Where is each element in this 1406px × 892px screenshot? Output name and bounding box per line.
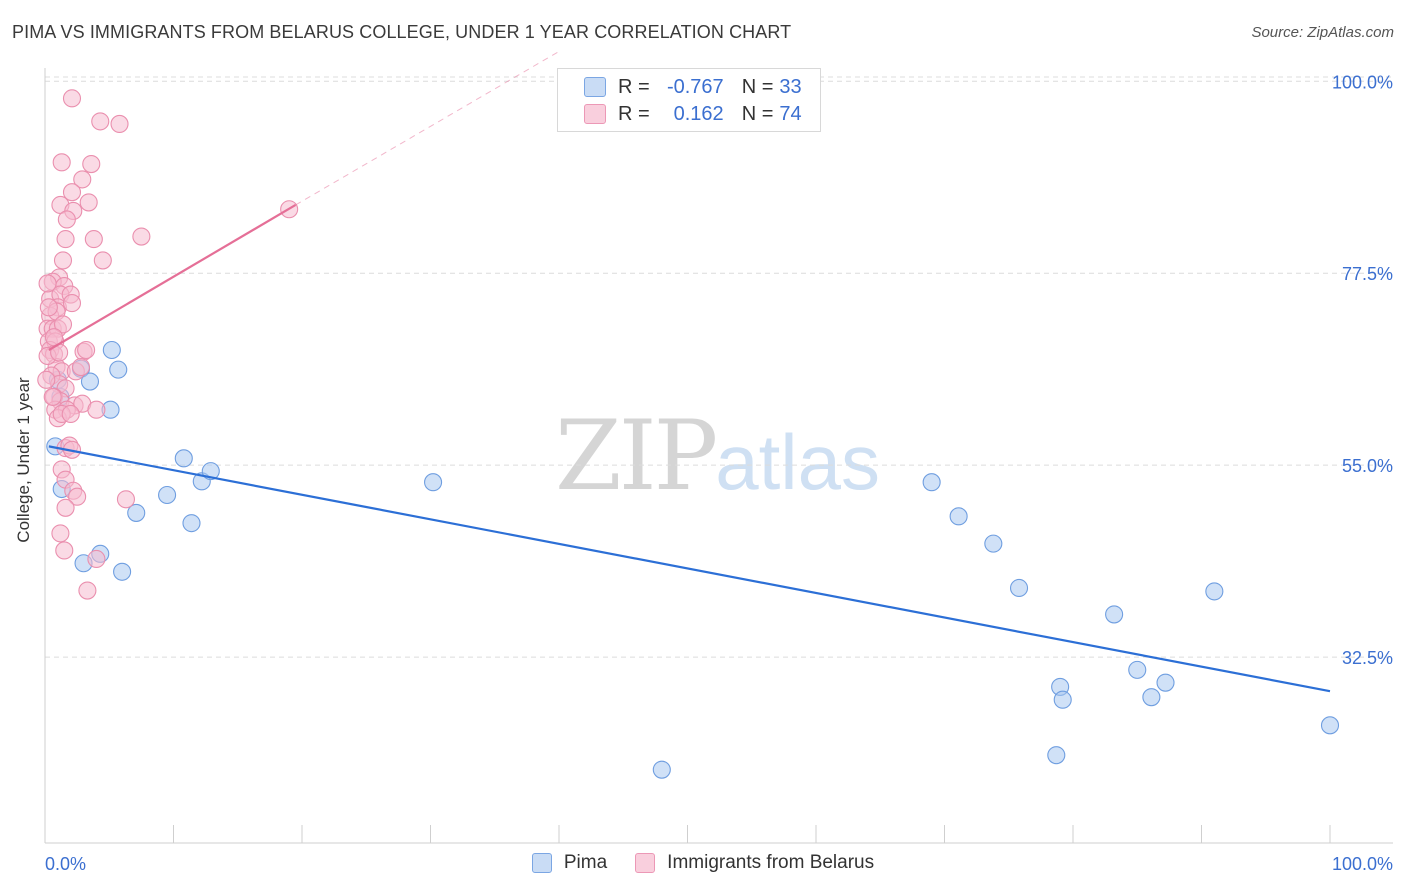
belarus-point [51, 524, 70, 543]
pima-legend-label: Pima [563, 852, 608, 873]
source-credit: Source: ZipAtlas.com [1251, 24, 1394, 41]
pima-point [1156, 673, 1175, 692]
belarus-trend-line [48, 204, 297, 351]
legend-item-pima[interactable]: Pima [531, 852, 608, 874]
belarus-n-value: 74 [779, 102, 802, 125]
pima-point [984, 534, 1003, 553]
belarus-point [55, 541, 74, 560]
belarus-point [93, 251, 112, 270]
watermark-zip: ZIP [555, 400, 718, 512]
belarus-n-label: N = [741, 102, 774, 125]
belarus-point [62, 183, 82, 202]
belarus-point [56, 230, 75, 249]
belarus-point [37, 370, 56, 389]
belarus-point [39, 298, 58, 317]
belarus-point [87, 400, 106, 419]
y-tick-label: 55.0% [1342, 456, 1393, 476]
legend-item-belarus[interactable]: Immigrants from Belarus [635, 852, 874, 874]
pima-point [1128, 660, 1147, 679]
pima-point [182, 514, 201, 533]
pima-point [1053, 690, 1072, 709]
pima-point [1205, 582, 1224, 601]
pima-point [158, 485, 177, 505]
pima-point [922, 473, 941, 492]
belarus-point [53, 251, 73, 270]
belarus-legend-swatch [635, 853, 656, 873]
belarus-point [77, 340, 96, 360]
belarus-point [78, 581, 97, 600]
belarus-point [62, 89, 82, 108]
belarus-point [62, 294, 82, 313]
pima-point [102, 340, 121, 360]
belarus-point [84, 230, 103, 249]
y-tick-label: 100.0% [1332, 72, 1393, 92]
pima-legend-swatch [531, 853, 552, 873]
pima-n-value: 33 [779, 75, 802, 98]
series-legend: Pima Immigrants from Belarus [0, 852, 1406, 874]
belarus-point [87, 549, 106, 569]
y-tick-label: 77.5% [1342, 264, 1393, 284]
correlation-legend: R = -0.767 N = 33 R = 0.162 N = 74 [557, 68, 821, 132]
watermark: ZIPatlas [555, 400, 880, 512]
pima-trend-line [48, 445, 1331, 693]
belarus-point [57, 210, 76, 229]
belarus-point [53, 315, 73, 334]
x-tick-label: 100.0% [1332, 854, 1393, 874]
pima-point [1320, 716, 1340, 735]
belarus-point [52, 153, 71, 172]
pima-point [1047, 746, 1066, 765]
belarus-point [56, 498, 75, 517]
belarus-legend-label: Immigrants from Belarus [667, 852, 875, 873]
pima-point [652, 760, 671, 779]
y-tick-label: 32.5% [1342, 648, 1393, 668]
watermark-atlas: atlas [715, 418, 880, 506]
pima-point [174, 449, 193, 468]
belarus-trend-extension [295, 51, 560, 206]
belarus-r-value: 0.162 [673, 102, 724, 125]
belarus-point [71, 358, 91, 377]
pima-n-label: N = [741, 75, 774, 98]
pima-point [1009, 578, 1029, 598]
belarus-point [91, 112, 110, 131]
pima-point [113, 562, 132, 581]
pima-point [201, 462, 220, 481]
pima-point [80, 372, 100, 391]
legend-row-pima: R = -0.767 N = 33 [584, 75, 802, 99]
pima-point [949, 507, 968, 526]
pima-point [1105, 605, 1124, 624]
belarus-point [38, 274, 57, 293]
belarus-point [116, 490, 136, 509]
pima-r-label: R = [618, 75, 650, 98]
chart-title: PIMA VS IMMIGRANTS FROM BELARUS COLLEGE,… [12, 22, 792, 42]
belarus-point [68, 487, 87, 506]
y-axis-label: College, Under 1 year [14, 377, 33, 543]
pima-swatch [584, 77, 606, 97]
legend-row-belarus: R = 0.162 N = 74 [584, 102, 802, 126]
pima-point [109, 360, 128, 379]
belarus-r-label: R = [618, 102, 650, 125]
belarus-point [43, 387, 62, 406]
pima-r-value: -0.767 [666, 75, 724, 98]
belarus-swatch [584, 104, 606, 124]
pima-point [1142, 688, 1161, 707]
x-tick-label: 0.0% [45, 854, 86, 874]
belarus-point [73, 170, 92, 189]
pima-point [424, 473, 443, 492]
belarus-point [110, 114, 129, 133]
belarus-point [79, 193, 98, 212]
belarus-point [61, 404, 80, 424]
belarus-point [132, 227, 151, 246]
belarus-point [82, 154, 101, 174]
pima-point [127, 503, 146, 522]
